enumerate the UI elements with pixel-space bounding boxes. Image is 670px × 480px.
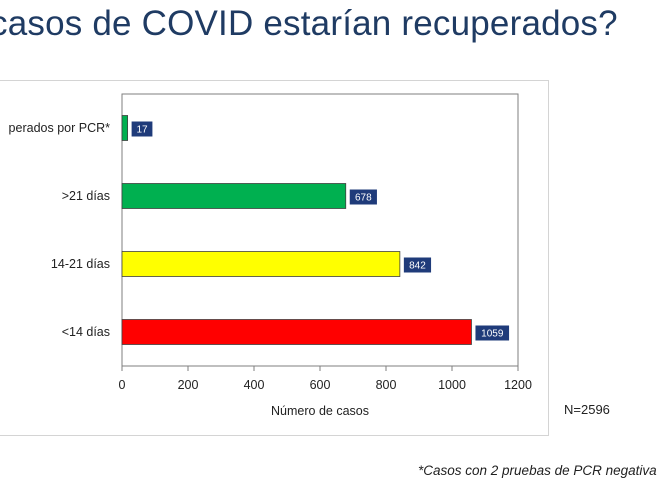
value-label-1: 678 (355, 193, 372, 204)
footnote: *Casos con 2 pruebas de PCR negativa (418, 463, 657, 478)
x-tick-label-6: 1200 (504, 378, 532, 392)
category-label-3: <14 días (62, 325, 110, 339)
x-tick-label-2: 400 (244, 378, 265, 392)
x-tick-label-0: 0 (119, 378, 126, 392)
chart-frame: perados por PCR* 17 >21 días 678 14-21 días 8… (0, 80, 549, 436)
value-label-box-2 (403, 257, 432, 273)
bar-2 (121, 251, 401, 277)
bar-3 (121, 319, 472, 345)
value-label-0: 17 (136, 125, 148, 136)
x-tick-label-5: 1000 (438, 378, 466, 392)
sample-size-label: N=2596 (564, 402, 610, 417)
x-tick-label-1: 200 (178, 378, 199, 392)
page-title: casos de COVID estarían recuperados? (0, 4, 618, 43)
value-label-box-0 (131, 121, 153, 137)
x-tick-label-4: 800 (376, 378, 397, 392)
value-label-3: 1059 (481, 329, 504, 340)
x-axis-title: Número de casos (271, 404, 369, 418)
category-label-0: perados por PCR* (9, 121, 111, 135)
x-tick-label-3: 600 (310, 378, 331, 392)
category-label-1: >21 días (62, 189, 110, 203)
category-label-2: 14-21 días (51, 257, 110, 271)
value-label-box-3 (475, 325, 510, 341)
bar-0 (121, 115, 129, 141)
bar-1 (121, 183, 347, 209)
value-label-2: 842 (409, 261, 426, 272)
value-label-box-1 (349, 189, 377, 205)
bar-chart: perados por PCR* 17 >21 días 678 14-21 días 8… (9, 93, 532, 418)
